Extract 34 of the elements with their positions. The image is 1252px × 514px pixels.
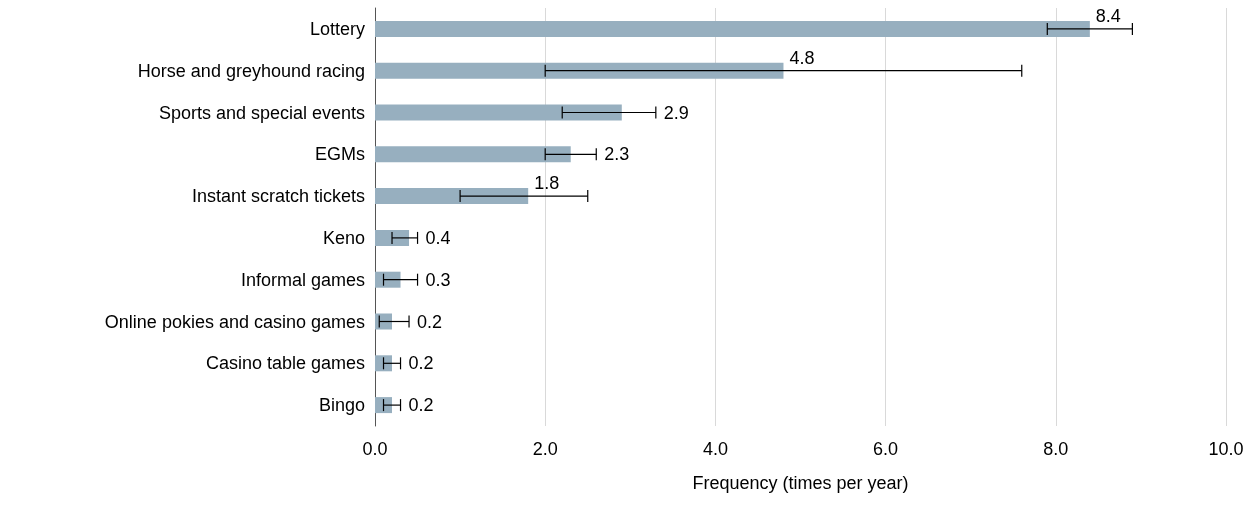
y-tick-label: Lottery <box>309 18 365 39</box>
data-label: 4.8 <box>789 47 815 68</box>
x-tick-label: 4.0 <box>702 439 728 459</box>
x-tick-label: 0.0 <box>362 439 388 459</box>
x-tick-label: 10.0 <box>1208 439 1244 459</box>
bar <box>375 146 571 163</box>
y-tick-label: Online pokies and casino games <box>104 311 365 332</box>
bar <box>375 313 393 330</box>
data-label: 1.8 <box>534 173 560 194</box>
x-axis-title: Frequency (times per year) <box>692 473 909 493</box>
data-label: 0.2 <box>417 311 443 332</box>
data-label: 0.2 <box>408 353 434 374</box>
data-label: 8.4 <box>1095 5 1121 26</box>
x-tick-label: 6.0 <box>873 439 899 459</box>
x-tick-label: 2.0 <box>532 439 558 459</box>
y-tick-label: Instant scratch tickets <box>191 186 365 207</box>
data-label: 0.4 <box>425 227 451 248</box>
bar <box>375 271 401 288</box>
bar <box>375 104 622 121</box>
x-tick-label: 8.0 <box>1043 439 1069 459</box>
data-label: 0.3 <box>425 269 451 290</box>
y-tick-label: Casino table games <box>205 353 365 374</box>
bar <box>375 62 784 79</box>
y-tick-label: Horse and greyhound racing <box>137 60 365 81</box>
data-label: 0.2 <box>408 395 434 416</box>
bar <box>375 20 1090 37</box>
data-label: 2.3 <box>604 144 630 165</box>
y-tick-label: Informal games <box>240 269 365 290</box>
y-tick-label: Keno <box>322 227 365 248</box>
y-tick-label: EGMs <box>314 144 365 165</box>
data-label: 2.9 <box>663 102 689 123</box>
y-tick-label: Sports and special events <box>158 102 365 123</box>
y-tick-label: Bingo <box>318 395 365 416</box>
bar <box>375 188 529 205</box>
